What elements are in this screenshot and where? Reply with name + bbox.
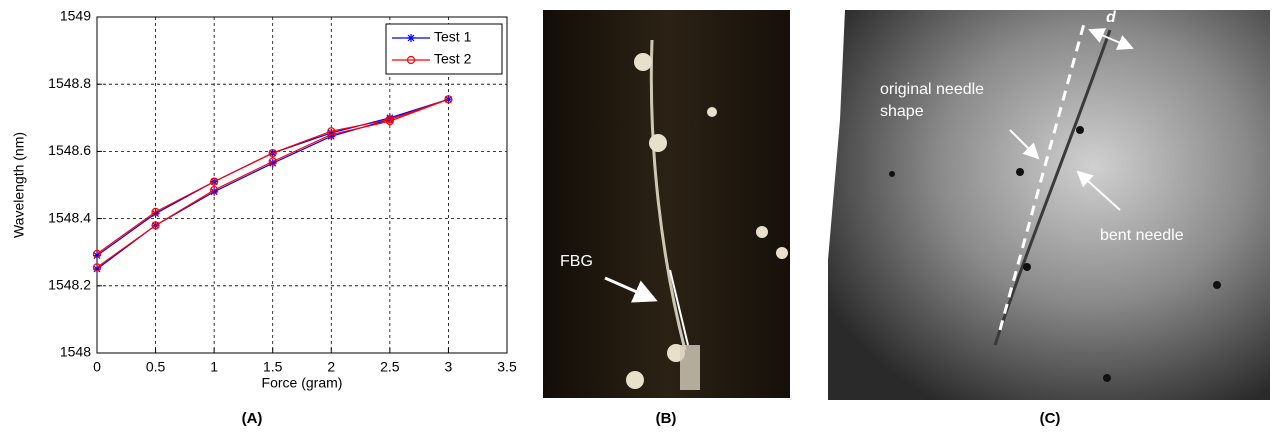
arrow — [1076, 170, 1121, 211]
y-tick-label: 1548.2 — [48, 277, 91, 293]
photo-background — [828, 10, 1270, 400]
marker — [385, 115, 394, 124]
marker — [151, 209, 160, 218]
fiber — [649, 39, 687, 351]
arrow — [604, 276, 658, 303]
marker — [407, 34, 415, 42]
chart-panel: Force (gram) Wavelength (nm) 0 0.5 1 1.5 2 2.… — [11, 8, 517, 391]
marker — [268, 148, 277, 158]
marker — [151, 207, 160, 216]
label: FBG — [560, 253, 593, 270]
distance-arrow — [1088, 28, 1134, 50]
marker — [92, 263, 102, 272]
legend — [385, 23, 503, 75]
x-tick-label: 0.5 — [146, 359, 166, 375]
original-needle — [998, 19, 1087, 331]
x-tick-label: 1 — [210, 359, 218, 375]
y-tick-label: 1548.8 — [48, 75, 91, 91]
marker — [210, 177, 219, 186]
x-axis-label: Force (gram) — [262, 375, 343, 391]
marker — [327, 130, 336, 139]
marker — [93, 265, 101, 273]
marker — [406, 55, 416, 65]
photo-background — [543, 10, 790, 398]
marker — [444, 95, 453, 104]
caption: (A) — [242, 410, 263, 427]
y-tick-label: 1548 — [60, 344, 91, 360]
marker — [327, 128, 336, 137]
marker — [268, 157, 277, 166]
y-tick-label: 1548.4 — [48, 209, 91, 225]
connector — [680, 345, 700, 390]
legend-label: Test 1 — [434, 29, 472, 45]
fbg-marker — [669, 269, 689, 346]
label: bent needle — [1100, 227, 1184, 244]
series-line — [96, 98, 449, 268]
label: shape — [880, 103, 924, 120]
marker — [268, 159, 277, 168]
label: d — [1106, 9, 1117, 26]
y-axis-label: Wavelength (nm) — [11, 132, 27, 238]
legend-label: Test 2 — [434, 51, 472, 67]
marker — [151, 221, 160, 230]
marker — [92, 249, 102, 258]
markers — [889, 126, 1221, 382]
marker — [327, 127, 336, 136]
x-tick-label: 3 — [445, 359, 453, 375]
y-tick-label: 1549 — [60, 8, 91, 24]
marker — [210, 185, 219, 195]
x-tick-label: 1.5 — [263, 359, 283, 375]
photo-b: FBG — [543, 10, 790, 398]
x-tick-label: 3.5 — [497, 359, 517, 375]
marker — [93, 251, 101, 260]
label: original needle — [880, 81, 984, 98]
marker — [210, 187, 219, 196]
photo-c: original needle shape bent needle d — [828, 9, 1270, 400]
bent-needle — [993, 29, 1112, 346]
y-tick-label: 1548.6 — [48, 142, 91, 158]
caption: (B) — [656, 410, 677, 427]
x-tick-label: 0 — [93, 359, 101, 375]
x-tick-label: 2 — [327, 359, 335, 375]
arrow — [1009, 129, 1040, 160]
caption: (C) — [1040, 410, 1061, 427]
x-tick-label: 2.5 — [380, 359, 400, 375]
